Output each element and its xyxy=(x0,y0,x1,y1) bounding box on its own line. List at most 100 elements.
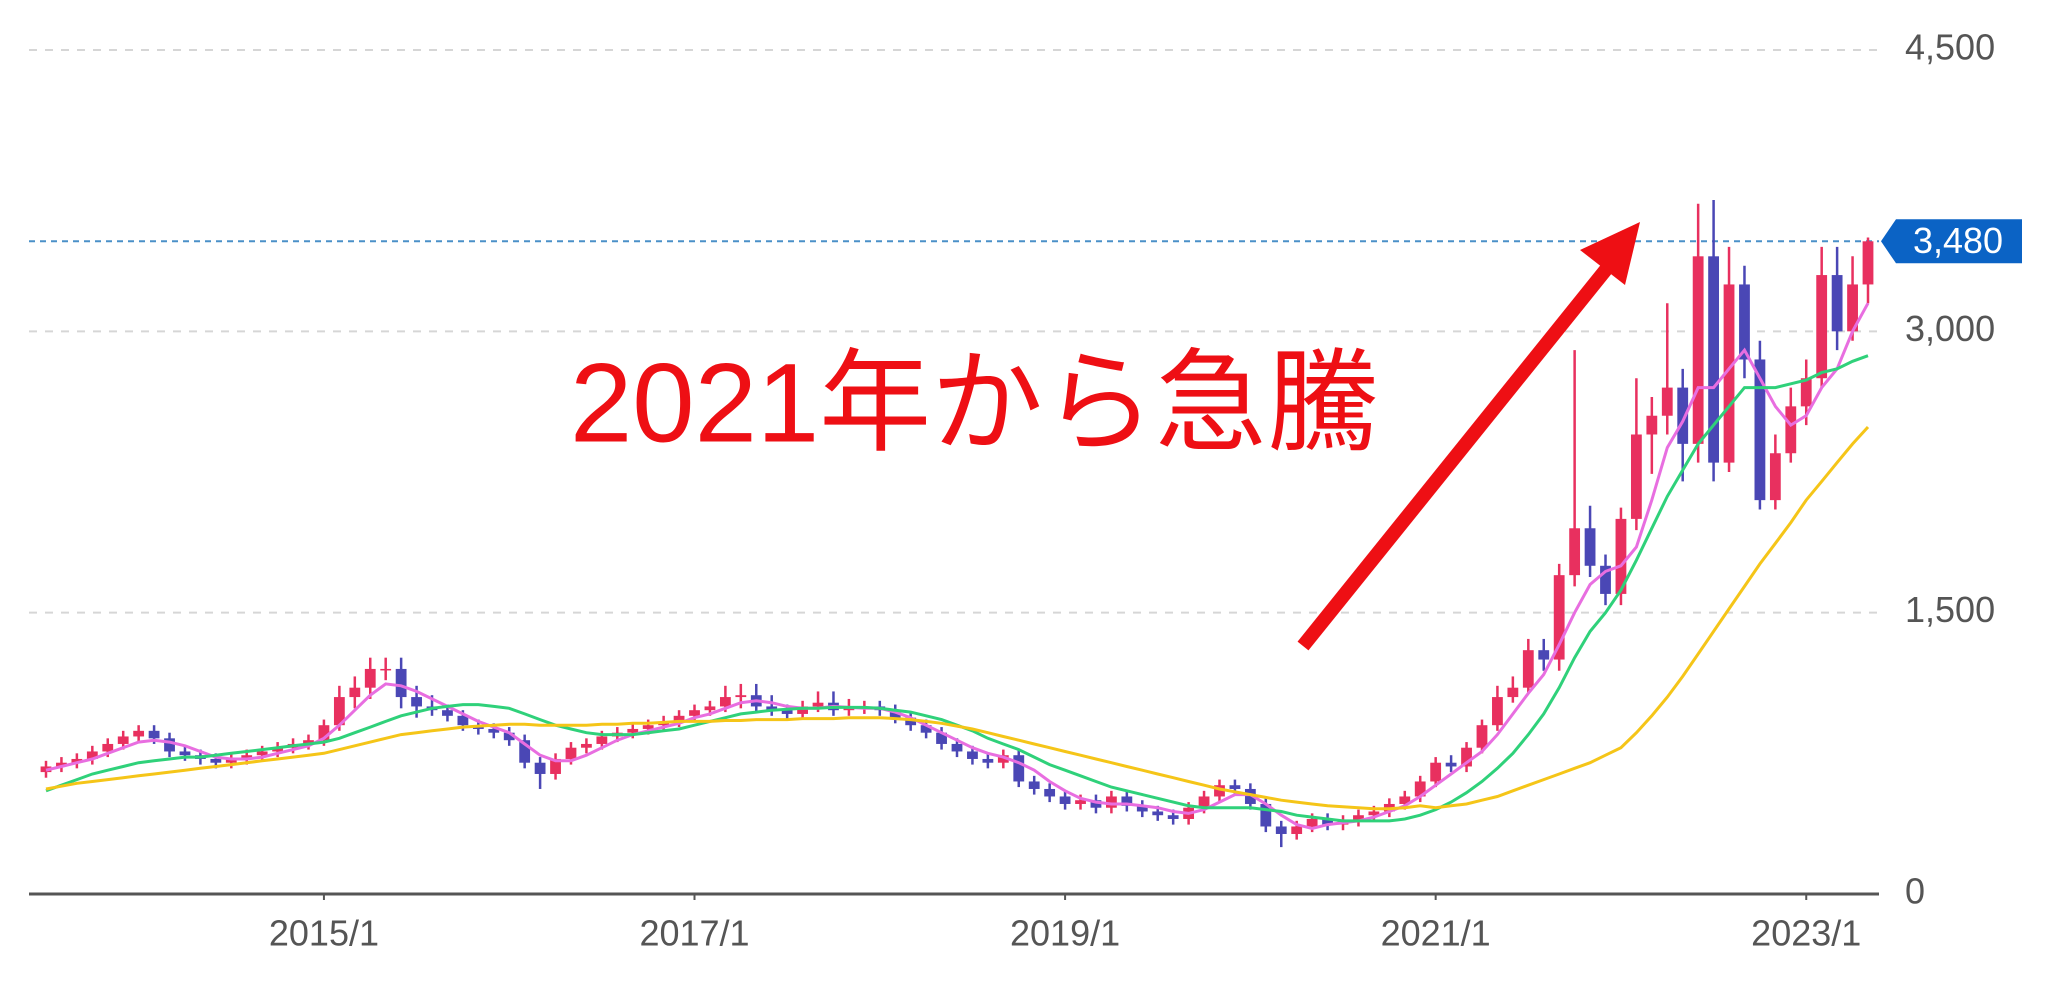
candle-body xyxy=(333,697,345,726)
candle-body xyxy=(1229,785,1241,789)
candle-body xyxy=(550,758,561,774)
candle-body xyxy=(364,668,376,688)
candle-body xyxy=(719,697,731,707)
candle-body xyxy=(1538,650,1550,660)
price-badge-label: 3,480 xyxy=(1913,220,2003,261)
arrow-shaft xyxy=(1297,257,1618,651)
candle-body xyxy=(596,736,608,744)
candle-body xyxy=(102,743,114,752)
candle-body xyxy=(349,687,361,698)
candle-body xyxy=(1013,755,1025,782)
candle-body xyxy=(1692,256,1704,444)
moving-average-line xyxy=(45,425,1870,811)
candle-body xyxy=(1353,815,1364,821)
candle-body xyxy=(1075,800,1086,804)
candle-body xyxy=(1600,565,1611,594)
y-tick-label: 4,500 xyxy=(1905,27,1995,68)
candle-body xyxy=(1862,241,1874,285)
candle-body xyxy=(488,728,500,733)
candle-body xyxy=(380,668,392,671)
x-tick-label: 2021/1 xyxy=(1381,913,1491,954)
candle-body xyxy=(1754,359,1766,501)
candle-body xyxy=(1152,811,1164,816)
candle-body xyxy=(1059,796,1071,804)
candle-body xyxy=(673,715,685,722)
candle-body xyxy=(642,725,654,729)
candle-body xyxy=(1368,811,1380,816)
y-tick-label: 1,500 xyxy=(1905,589,1995,630)
candle-body xyxy=(967,751,978,759)
candle-body xyxy=(1121,796,1133,806)
grid-layer: 0 1,500 3,000 4,500 2015/1 2017/1 2019/1 2021/1… xyxy=(29,27,1995,954)
candle-body xyxy=(1739,284,1750,360)
candle-body xyxy=(997,755,1009,763)
candle-body xyxy=(256,751,268,756)
candle-body xyxy=(457,715,469,726)
candle-body xyxy=(1306,818,1318,827)
candle-body xyxy=(1677,387,1689,444)
candle-body xyxy=(1028,781,1040,789)
arrow-head xyxy=(1580,222,1640,285)
candle-body xyxy=(225,758,237,763)
y-tick-label: 0 xyxy=(1905,871,1925,912)
candle-body xyxy=(1136,805,1148,812)
candle-body xyxy=(627,728,639,733)
moving-average-line xyxy=(45,302,1870,830)
price-badge xyxy=(1881,219,2022,264)
candle-body xyxy=(519,740,531,763)
candle-body xyxy=(1044,788,1056,797)
candle-body xyxy=(1646,415,1658,435)
candle-body xyxy=(1214,785,1225,797)
candle-body xyxy=(812,702,824,707)
candle-body xyxy=(395,668,407,698)
candle-body xyxy=(1769,453,1781,501)
candle-body xyxy=(86,751,98,759)
candle-body xyxy=(1445,762,1457,767)
candle-body xyxy=(1584,528,1596,566)
y-tick-label: 3,000 xyxy=(1905,308,1995,349)
candle-body xyxy=(1800,378,1812,407)
candle-body xyxy=(936,732,947,744)
candle-body xyxy=(1244,788,1256,804)
candle-body xyxy=(71,758,83,763)
candle-body xyxy=(689,710,700,716)
candle-body xyxy=(905,717,917,726)
candle-body xyxy=(210,758,222,763)
candle-body xyxy=(951,743,963,752)
candle-body xyxy=(1723,284,1735,463)
candle-body xyxy=(56,762,67,767)
candle-body xyxy=(1492,697,1503,726)
candle-body xyxy=(797,706,808,714)
candle-body xyxy=(1106,796,1117,808)
candle-body xyxy=(179,751,191,756)
candle-body xyxy=(1275,826,1287,834)
candle-body xyxy=(766,706,778,711)
candle-body xyxy=(1661,387,1673,416)
candle-body xyxy=(272,747,284,752)
candle-body xyxy=(1522,650,1534,688)
x-tick-label: 2017/1 xyxy=(639,913,749,954)
candle-body xyxy=(442,710,453,716)
candle-body xyxy=(889,710,901,718)
candle-body xyxy=(1291,826,1303,834)
candle-body xyxy=(1816,275,1828,379)
candle-body xyxy=(565,747,577,759)
candle-body xyxy=(1831,275,1843,332)
annotation: 2021年から急騰 xyxy=(570,341,1379,466)
candle-body xyxy=(241,755,253,759)
candle-body xyxy=(303,740,314,744)
candle-body xyxy=(503,732,515,741)
x-tick-label: 2015/1 xyxy=(269,913,379,954)
candle-body xyxy=(1090,800,1102,808)
candle-body xyxy=(1167,815,1179,819)
candle-body xyxy=(1615,518,1627,594)
candle-body xyxy=(534,762,546,774)
candle-body xyxy=(164,738,175,752)
candle-body xyxy=(148,730,160,739)
candle-body xyxy=(843,708,855,711)
candle-body xyxy=(1708,256,1719,463)
candle-body xyxy=(1553,575,1565,660)
candle-body xyxy=(1430,762,1442,782)
candle-body xyxy=(1476,725,1488,748)
